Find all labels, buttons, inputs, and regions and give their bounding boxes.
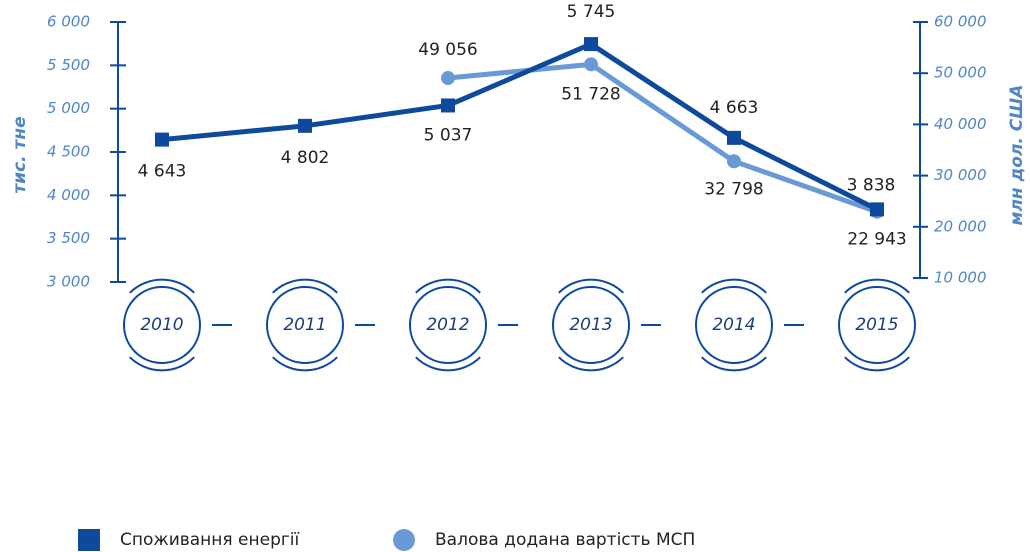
y2-tick-label: 20 000 — [934, 217, 987, 235]
year-arc — [558, 356, 624, 372]
x-tick-label: 2011 — [283, 315, 326, 335]
year-ring — [695, 286, 773, 364]
data-label: 4 663 — [710, 98, 759, 118]
y2-axis-label: млн дол. США — [1007, 85, 1027, 226]
year-arc — [129, 278, 195, 294]
year-arc — [415, 278, 481, 294]
x-tick-label: 2015 — [855, 315, 898, 335]
year-ring — [838, 286, 916, 364]
data-label: 4 643 — [138, 162, 187, 182]
data-label: 49 056 — [418, 40, 477, 60]
legend-marker — [78, 529, 100, 551]
data-label: 22 943 — [847, 230, 906, 250]
marker — [441, 98, 455, 113]
legend-label: Споживання енергії — [120, 530, 300, 550]
year-arc — [701, 356, 767, 372]
marker — [870, 202, 884, 217]
y2-tick-label: 40 000 — [934, 115, 987, 133]
marker — [441, 71, 455, 86]
marker — [584, 57, 598, 72]
y2-tick-label: 50 000 — [934, 64, 987, 82]
year-arc — [558, 278, 624, 294]
y-axis-label: тис. тне — [10, 116, 30, 193]
year-arc — [844, 278, 910, 294]
y-tick-label: 5 500 — [47, 56, 90, 74]
x-tick-label: 2012 — [426, 315, 469, 335]
y-tick-label: 6 000 — [47, 13, 90, 31]
data-label: 5 745 — [567, 2, 616, 22]
year-ring — [266, 286, 344, 364]
marker — [155, 132, 169, 147]
x-tick-label: 2013 — [569, 315, 612, 335]
x-tick-label: 2010 — [140, 315, 183, 335]
data-label: 3 838 — [847, 175, 896, 195]
year-arc — [272, 278, 338, 294]
y-tick-label: 4 000 — [47, 186, 90, 204]
marker — [584, 37, 598, 52]
y2-tick-label: 30 000 — [934, 166, 987, 184]
year-ring — [409, 286, 487, 364]
y-tick-label: 4 500 — [47, 143, 90, 161]
y-tick-label: 5 000 — [47, 99, 90, 117]
year-ring — [123, 286, 201, 364]
y-tick-label: 3 500 — [47, 229, 90, 247]
legend-marker — [393, 529, 415, 551]
year-arc — [844, 356, 910, 372]
marker — [298, 118, 312, 133]
year-arc — [129, 356, 195, 372]
data-label: 5 037 — [424, 125, 473, 145]
year-arc — [415, 356, 481, 372]
y2-tick-label: 60 000 — [934, 13, 987, 31]
marker — [727, 154, 741, 169]
legend-label: Валова додана вартість МСП — [435, 530, 695, 550]
x-tick-label: 2014 — [712, 315, 755, 335]
y-tick-label: 3 000 — [47, 273, 90, 291]
year-ring — [552, 286, 630, 364]
year-arc — [272, 356, 338, 372]
series-line — [447, 61, 878, 215]
year-arc — [701, 278, 767, 294]
marker — [727, 130, 741, 145]
data-label: 4 802 — [281, 148, 330, 168]
series-line — [161, 41, 879, 212]
data-label: 32 798 — [704, 179, 763, 199]
y2-tick-label: 10 000 — [934, 269, 987, 287]
data-label: 51 728 — [561, 84, 620, 104]
